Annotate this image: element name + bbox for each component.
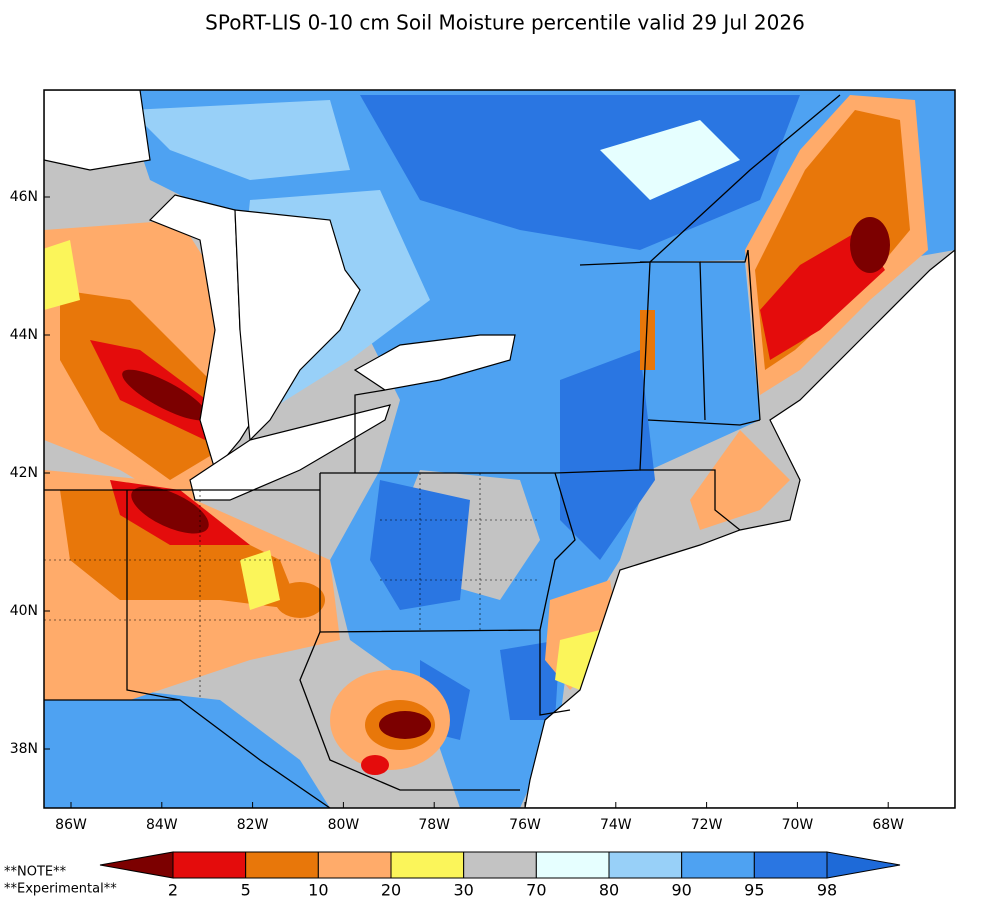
lon-label: 68W bbox=[872, 817, 904, 833]
colorbar-segment bbox=[245, 851, 319, 879]
colorbar-segment bbox=[753, 851, 828, 879]
lon-label: 76W bbox=[509, 817, 541, 833]
map-title: SPoRT-LIS 0-10 cm Soil Moisture percenti… bbox=[205, 11, 805, 35]
note: **NOTE** bbox=[4, 865, 67, 880]
lat-label: 38N bbox=[10, 741, 38, 757]
colorbar-segment bbox=[608, 851, 683, 879]
map-frame bbox=[43, 89, 956, 809]
lon-label: 70W bbox=[782, 817, 814, 833]
colorbar-segment bbox=[681, 851, 755, 879]
colorbar-label: 90 bbox=[671, 881, 691, 900]
colorbar-segment bbox=[172, 851, 247, 879]
lon-label: 78W bbox=[418, 817, 450, 833]
colorbar-label: 30 bbox=[453, 881, 473, 900]
colorbar-segment bbox=[317, 851, 392, 879]
lon-label: 86W bbox=[55, 817, 87, 833]
colorbar-label: 2 bbox=[168, 881, 178, 900]
colorbar-segment bbox=[99, 851, 174, 879]
colorbar-segment bbox=[826, 851, 901, 879]
lat-label: 42N bbox=[10, 465, 38, 481]
lat-label: 40N bbox=[10, 603, 38, 619]
lat-label: 46N bbox=[10, 189, 38, 205]
colorbar-segment bbox=[463, 851, 537, 879]
colorbar-segment bbox=[535, 851, 610, 879]
colorbar-label: 20 bbox=[381, 881, 401, 900]
lat-label: 44N bbox=[10, 327, 38, 343]
lon-label: 74W bbox=[600, 817, 632, 833]
colorbar-label: 5 bbox=[241, 881, 251, 900]
lon-label: 80W bbox=[328, 817, 360, 833]
colorbar-label: 70 bbox=[526, 881, 546, 900]
colorbar-label: 98 bbox=[817, 881, 837, 900]
note: **Experimental** bbox=[4, 882, 117, 897]
colorbar-label: 10 bbox=[308, 881, 328, 900]
colorbar-segment bbox=[390, 851, 465, 879]
lon-label: 82W bbox=[237, 817, 269, 833]
lon-label: 84W bbox=[146, 817, 178, 833]
colorbar-label: 80 bbox=[599, 881, 619, 900]
map-field bbox=[44, 90, 955, 808]
lon-label: 72W bbox=[691, 817, 723, 833]
colorbar-label: 95 bbox=[744, 881, 764, 900]
